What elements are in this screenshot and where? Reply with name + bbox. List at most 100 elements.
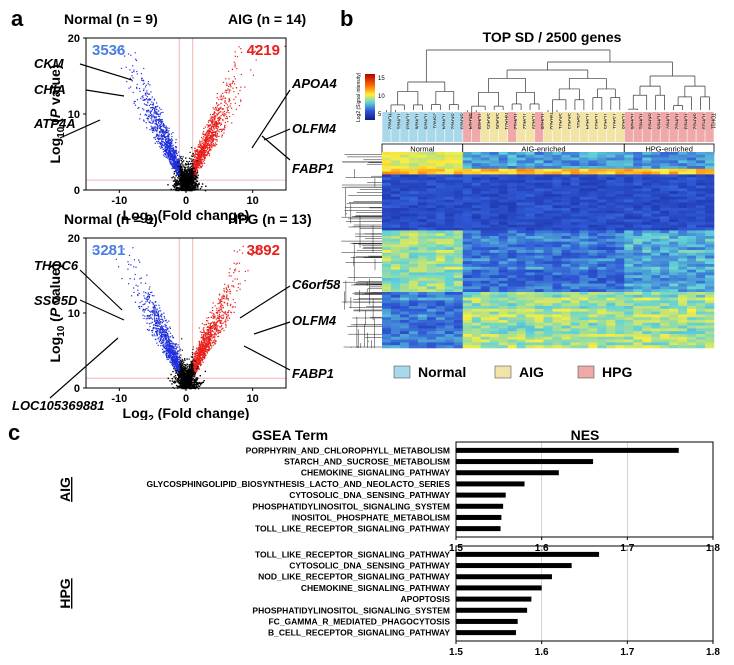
volcano-point [205, 151, 207, 154]
volcano-point [159, 121, 162, 123]
volcano-point [171, 335, 173, 337]
volcano-point [196, 350, 198, 352]
volcano-point [216, 130, 218, 132]
volcano-point [212, 131, 214, 133]
volcano-point [194, 181, 196, 183]
volcano-point [216, 127, 218, 129]
volcano-point [189, 181, 191, 183]
volcano-point [178, 175, 180, 178]
volcano-point [150, 114, 153, 116]
volcano-point [226, 82, 228, 84]
volcano-point [201, 148, 203, 150]
volcano-point [181, 186, 183, 188]
volcano-point [205, 144, 208, 146]
volcano-point [161, 321, 164, 323]
volcano-point [177, 166, 180, 168]
volcano-point [172, 166, 175, 168]
volcano-point [156, 108, 158, 110]
volcano-point [182, 156, 184, 158]
volcano-point [150, 292, 152, 294]
volcano-point [192, 167, 195, 169]
volcano-point [202, 133, 204, 135]
volcano-point [202, 358, 204, 360]
volcano-point [153, 119, 155, 121]
volcano-point [172, 132, 174, 134]
volcano-point [146, 110, 148, 112]
volcano-point [213, 122, 216, 124]
volcano-point [226, 92, 228, 94]
volcano-point [193, 165, 195, 167]
volcano-point [186, 177, 188, 179]
volcano-point [147, 318, 149, 320]
volcano-point [221, 134, 223, 136]
volcano-point [236, 251, 238, 253]
volcano-point [207, 320, 209, 322]
volcano-point [199, 344, 202, 346]
group-left-label: Normal (n = 9) [64, 211, 158, 227]
volcano-point [187, 172, 189, 174]
volcano-point [162, 129, 164, 131]
volcano-point [167, 340, 169, 342]
volcano-point [234, 55, 236, 57]
volcano-point [148, 93, 151, 95]
volcano-point [218, 302, 220, 304]
volcano-point [139, 305, 141, 308]
volcano-point [191, 172, 193, 174]
volcano-point [195, 167, 197, 169]
volcano-point [202, 349, 204, 351]
volcano-point [235, 263, 237, 265]
volcano-point [218, 316, 220, 318]
volcano-point [219, 329, 221, 331]
volcano-point [177, 173, 179, 175]
volcano-point [224, 283, 226, 285]
volcano-point [212, 134, 214, 137]
volcano-point [170, 342, 172, 344]
volcano-point [219, 309, 221, 311]
volcano-point [192, 174, 194, 176]
volcano-point [142, 310, 144, 312]
volcano-point [136, 86, 138, 88]
volcano-point [172, 155, 174, 157]
volcano-point [186, 171, 188, 174]
volcano-point [158, 323, 161, 325]
volcano-point [214, 106, 217, 108]
volcano-point [165, 146, 167, 148]
volcano-point [160, 310, 162, 312]
volcano-point [156, 102, 158, 104]
volcano-point [154, 108, 156, 110]
volcano-point [232, 80, 234, 82]
volcano-point [172, 166, 174, 169]
volcano-point [233, 262, 235, 264]
volcano-point [199, 164, 201, 166]
volcano-point [200, 151, 202, 153]
volcano-point [221, 310, 223, 312]
volcano-point [204, 147, 207, 149]
volcano-point [222, 97, 224, 99]
volcano-point [227, 304, 229, 306]
volcano-point [163, 134, 165, 136]
volcano-point [212, 116, 214, 119]
volcano-point [176, 169, 179, 171]
volcano-point [181, 165, 183, 167]
volcano-point [213, 331, 215, 333]
volcano-point [189, 172, 191, 174]
volcano-point [213, 121, 215, 123]
volcano-point [158, 130, 161, 133]
volcano-point [213, 340, 215, 342]
volcano-point [164, 150, 166, 152]
volcano-points [92, 245, 261, 390]
volcano-point [205, 132, 207, 134]
volcano-point [217, 311, 219, 313]
volcano-point [130, 54, 132, 56]
volcano-point [234, 64, 236, 66]
volcano-point [215, 327, 217, 329]
volcano-point [165, 154, 167, 156]
volcano-point [159, 142, 161, 144]
volcano-point [240, 100, 242, 102]
volcano-point [226, 316, 228, 318]
volcano-point [205, 137, 207, 139]
volcano-point [222, 81, 225, 83]
volcano-point [149, 99, 151, 101]
volcano-point [250, 69, 252, 71]
volcano-point [161, 135, 163, 137]
